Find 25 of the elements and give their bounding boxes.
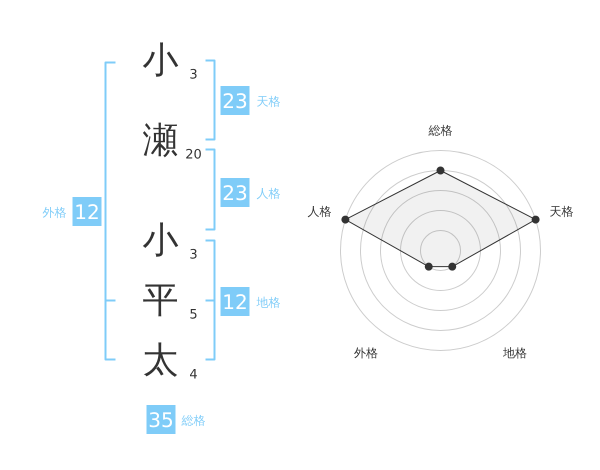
spoke-label: 外格 <box>354 346 378 360</box>
text: 天格 <box>256 94 280 108</box>
category-label: 小 <box>142 220 178 261</box>
data-label: 3 <box>189 68 198 82</box>
category-label: 小 <box>142 40 178 81</box>
category-label: 瀬 <box>142 120 178 161</box>
text: 総格 <box>180 414 206 428</box>
text: 外格 <box>42 206 66 220</box>
text: 35 <box>148 408 174 432</box>
spoke-label: 総格 <box>428 124 452 138</box>
category-label: 太 <box>142 340 178 381</box>
text: 12 <box>222 290 248 314</box>
text: 23 <box>222 181 248 205</box>
data-label: 3 <box>189 248 198 262</box>
spoke-label: 地格 <box>502 346 528 360</box>
data-label: 5 <box>189 308 198 322</box>
data-label: 20 <box>185 148 202 162</box>
category-label: 平 <box>142 280 178 321</box>
spoke-label: 人格 <box>308 204 332 218</box>
text: 地格 <box>256 296 280 310</box>
spoke-label: 天格 <box>549 204 574 218</box>
data-label: 4 <box>189 368 198 382</box>
text: 12 <box>74 200 100 224</box>
text: 23 <box>222 89 248 113</box>
text: 人格 <box>256 186 280 200</box>
